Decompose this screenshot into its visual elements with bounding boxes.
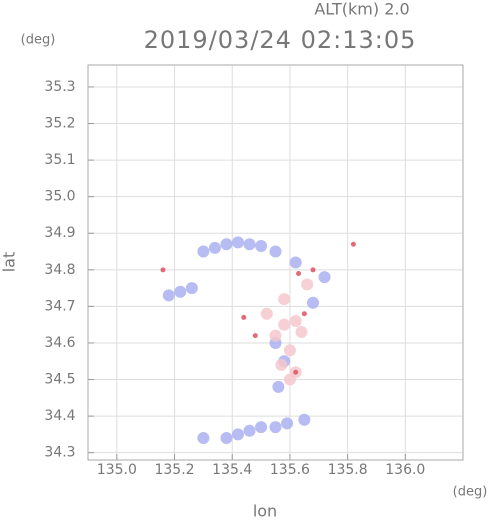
echo-point [350,241,356,247]
echo-point [243,238,256,251]
echo-point [296,270,302,276]
altitude-label: ALT(km) 2.0 [314,0,409,19]
plot-frame [87,64,464,461]
y-tick-label: 35.3 [44,79,75,95]
echo-point [174,285,187,298]
x-tick-label: 135.0 [97,462,137,478]
echo-point [185,282,198,295]
echo-point [272,380,285,393]
echo-point [269,421,282,434]
x-tick-label: 135.4 [212,462,252,478]
x-axis-label: lon [253,502,277,521]
echo-point [220,238,233,251]
echo-point [160,267,166,273]
y-unit: (deg) [21,33,56,48]
echo-point [255,421,268,434]
y-tick-label: 34.3 [44,445,75,461]
echo-point [269,329,282,342]
echo-point [197,245,210,258]
echo-point [260,307,273,320]
y-tick-label: 35.0 [44,189,75,205]
echo-point [281,417,294,430]
chart-title: 2019/03/24 02:13:05 [144,26,417,54]
echo-point [232,236,244,249]
echo-point [255,240,268,253]
y-tick-label: 34.9 [44,225,75,241]
echo-point [283,373,296,386]
y-tick-label: 34.5 [44,372,75,388]
echo-point [307,296,319,309]
echo-point [278,318,291,331]
y-tick-label: 34.4 [44,408,75,424]
y-tick-label: 35.2 [44,116,75,132]
echo-point [293,369,299,375]
echo-point [289,256,302,269]
echo-point [295,325,308,338]
x-unit: (deg) [453,485,488,500]
echo-point [310,267,316,273]
y-tick-label: 34.7 [44,298,75,314]
x-tick-label: 135.6 [270,462,310,478]
y-tick-label: 34.8 [44,262,75,278]
echo-point [278,293,291,306]
echo-point [301,311,307,317]
y-tick-label: 35.1 [44,152,75,168]
echo-point [252,333,258,339]
echo-point [162,289,175,302]
x-tick-label: 135.8 [328,462,368,478]
y-tick-label: 34.6 [44,335,75,351]
echo-point [269,245,282,258]
echo-point [208,241,221,254]
echo-point [241,314,247,320]
echo-point [298,413,311,426]
echo-point [220,432,233,445]
x-tick-label: 135.2 [154,462,194,478]
echo-point [197,432,210,445]
echo-point [275,358,288,371]
echo-point [301,278,314,291]
echo-point [289,315,302,328]
echo-point [283,344,296,357]
x-tick-label: 136.0 [385,462,425,478]
echo-point [232,428,244,441]
echo-point [318,271,331,284]
y-axis-label: lat [0,252,19,273]
echo-point [243,424,256,437]
